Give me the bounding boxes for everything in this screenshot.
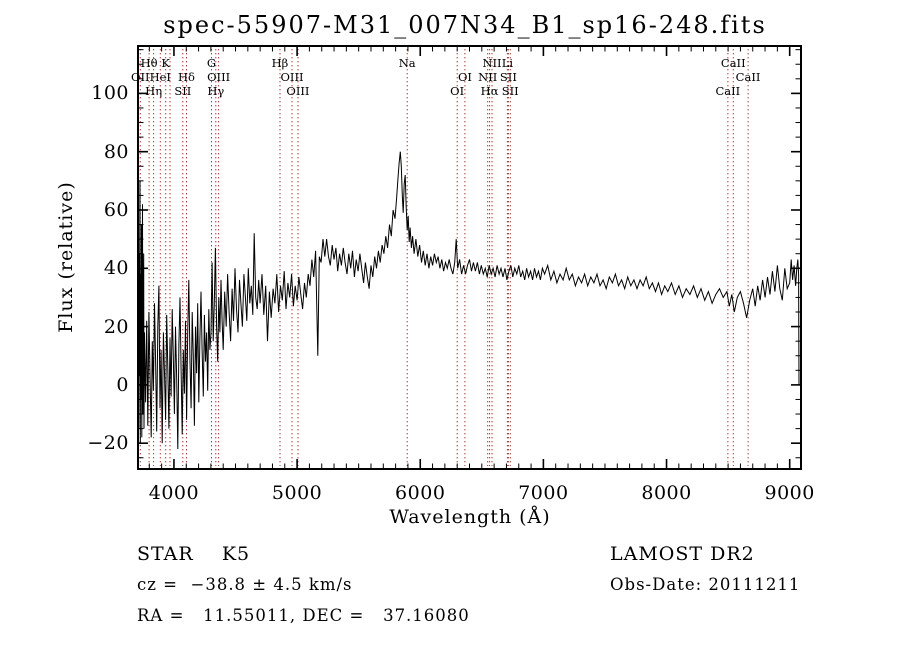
x-tick-label: 8000: [641, 482, 692, 504]
spectral-line-label: Na: [398, 56, 416, 70]
page-title: spec-55907-M31_007N34_B1_sp16-248.fits: [163, 11, 767, 39]
coordinates-text: RA = 11.55011, DEC = 37.16080: [137, 606, 470, 625]
spectral-line-label: OI: [457, 70, 472, 84]
x-tick-label: 7000: [518, 482, 569, 504]
y-tick-label: 80: [103, 140, 129, 163]
x-axis-label: Wavelength (Å): [389, 506, 551, 528]
spectral-line-label: OIII: [280, 70, 304, 84]
y-tick-label: 0: [116, 373, 129, 396]
spectral-line-label: OIII: [286, 84, 310, 98]
plot-area: [137, 45, 802, 470]
object-class-text: STAR K5: [137, 543, 251, 565]
spectral-line-label: Hθ: [140, 56, 158, 70]
spectral-line-label: OI: [450, 84, 465, 98]
y-tick-label: 100: [91, 82, 129, 105]
spectral-line-label: NII: [478, 70, 498, 84]
obs-date-text: Obs-Date: 20111211: [610, 575, 801, 594]
spectrum-plot: [137, 45, 802, 470]
spectral-line-label: NII: [482, 56, 502, 70]
redshift-text: cz = −38.8 ± 4.5 km/s: [137, 575, 353, 594]
spectral-line-label: Hα: [480, 84, 499, 98]
spectral-line-label: Hη: [145, 84, 163, 98]
x-tick-label: 4000: [148, 482, 200, 504]
spectral-line-label: SII: [174, 84, 192, 98]
x-tick-label: 6000: [395, 482, 446, 504]
spectrum-trace: [137, 99, 800, 450]
spectral-line-label: Li: [501, 56, 514, 70]
spectral-line-label: Hγ: [207, 84, 225, 98]
spectral-line-label: K: [161, 56, 170, 70]
spectral-line-label: G: [206, 56, 217, 70]
spectral-line-label: Hβ: [271, 56, 289, 70]
spectral-line-label: Hδ: [178, 70, 195, 84]
spectral-line-label: HeI: [149, 70, 171, 84]
x-tick-label: 5000: [271, 482, 323, 504]
y-tick-label: −20: [87, 432, 129, 455]
spectral-line-label: CaII: [720, 56, 746, 70]
plot-frame: [137, 45, 802, 470]
spectral-line-label: SII: [501, 84, 519, 98]
spectral-line-label: CaII: [735, 70, 761, 84]
y-axis-label: Flux (relative): [55, 181, 77, 333]
y-tick-label: 60: [103, 198, 129, 221]
x-tick-label: 9000: [764, 482, 815, 504]
spectral-line-label: OII: [131, 70, 150, 84]
spectral-line-label: SII: [499, 70, 517, 84]
y-tick-label: 40: [103, 257, 129, 280]
spectral-line-label: CaII: [715, 84, 741, 98]
y-tick-label: 20: [103, 315, 129, 338]
survey-text: LAMOST DR2: [610, 543, 755, 565]
spectral-line-label: OIII: [207, 70, 231, 84]
